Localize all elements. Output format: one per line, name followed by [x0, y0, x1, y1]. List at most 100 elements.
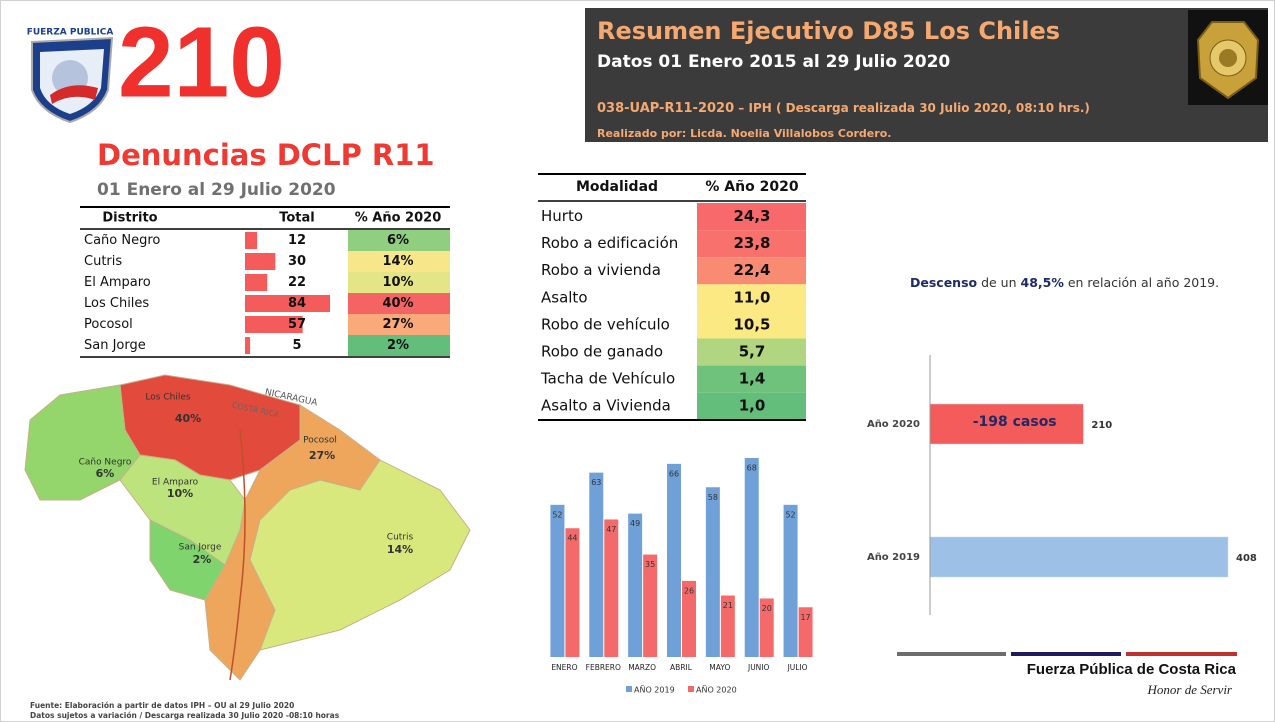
bar-value-label: 17 [800, 613, 810, 622]
slide: FUERZA PUBLICA 210 Denuncias DCLP R11 01… [0, 0, 1275, 722]
x-tick-label: MARZO [628, 663, 656, 672]
modality-name: Robo de ganado [541, 343, 663, 361]
district-share: 14% [382, 254, 413, 269]
map-region-share: 40% [175, 412, 201, 425]
modality-share: 1,4 [739, 370, 766, 388]
x-tick-label: JULIO [787, 663, 808, 672]
header-subtitle: Datos 01 Enero 2015 al 29 Julio 2020 [597, 52, 950, 72]
badge [1188, 10, 1268, 105]
bar [550, 505, 564, 657]
legend-label: AÑO 2019 [634, 685, 675, 695]
code: 038-UAP-R11-2020 [597, 101, 734, 116]
district-name: El Amparo [84, 275, 151, 290]
header-author: Realizado por: Licda. Noelia Villalobos … [597, 127, 891, 140]
table-header: Modalidad [576, 179, 658, 195]
header-title: Resumen Ejecutivo D85 Los Chiles [597, 17, 1060, 45]
bar-value-label: 58 [708, 493, 718, 502]
bar-annotation: -198 casos [973, 414, 1057, 430]
map-region-share: 14% [387, 543, 413, 556]
bar-value-label: 68 [747, 464, 757, 473]
x-tick-label: JUNIO [747, 663, 770, 672]
download: – IPH ( Descarga realizada 30 Julio 2020… [734, 101, 1090, 115]
district-total: 30 [288, 254, 306, 269]
logo-text: FUERZA PUBLICA [27, 28, 114, 38]
district-share: 10% [382, 275, 413, 290]
header-code: 038-UAP-R11-2020 – IPH ( Descarga realiz… [597, 101, 1090, 116]
table-header: Total [279, 211, 315, 226]
bar [667, 464, 681, 657]
map-region-name: El Amparo [152, 478, 199, 488]
bar-value-label: 52 [552, 510, 562, 519]
legend-label: AÑO 2020 [696, 685, 737, 695]
period: 01 Enero al 29 Julio 2020 [97, 180, 336, 200]
map-region-name: Cutris [387, 533, 414, 543]
modality-name: Robo de vehículo [541, 315, 670, 333]
bar [784, 505, 798, 657]
modality-share: 10,5 [733, 315, 770, 333]
bar [604, 519, 618, 657]
total-bar [245, 337, 250, 354]
bar-value-label: 66 [669, 469, 679, 478]
district-share: 27% [382, 317, 413, 332]
y-tick-label: Año 2020 [867, 419, 920, 430]
map-region-share: 27% [309, 449, 335, 462]
map-region-name: San Jorge [179, 543, 222, 553]
subtitle: Denuncias DCLP R11 [97, 138, 435, 172]
annotation: Descenso de un 48,5% en relación al año … [910, 275, 1219, 290]
x-tick-label: FEBRERO [586, 663, 621, 672]
page: Resumen Ejecutivo D85 Los Chiles { "logo… [0, 0, 1275, 722]
district-share: 6% [387, 233, 409, 248]
bar [643, 555, 657, 657]
bar [589, 473, 603, 657]
district-share: 2% [387, 338, 409, 353]
footer-motto: Honor de Servir [1147, 682, 1233, 697]
footer-note: Datos sujetos a variación / Descarga rea… [30, 711, 340, 720]
modality-name: Asalto a Vivienda [541, 397, 671, 415]
footer-source: Fuente: Elaboración a partir de datos IP… [30, 701, 294, 710]
map-region-share: 2% [193, 553, 212, 566]
modality-share: 1,0 [739, 397, 766, 415]
bar [565, 528, 579, 657]
x-tick-label: ABRIL [670, 663, 693, 672]
bar [628, 514, 642, 657]
district-name: San Jorge [84, 338, 146, 353]
bar [745, 458, 759, 657]
table-header: % Año 2020 [705, 179, 798, 195]
annotation-lead: Descenso [910, 275, 978, 290]
bar-value-label: 35 [645, 560, 655, 569]
y-tick-label: Año 2019 [867, 552, 920, 563]
modality-name: Robo a vivienda [541, 261, 661, 279]
table-header: % Año 2020 [355, 211, 442, 226]
bar [706, 487, 720, 657]
legend-swatch [626, 686, 632, 692]
modality-name: Hurto [541, 207, 583, 225]
district-name: Pocosol [84, 317, 133, 332]
bar-value-label: 63 [591, 478, 601, 487]
bar-value-label: 408 [1236, 553, 1257, 564]
district-total: 57 [288, 317, 306, 332]
district-name: Caño Negro [84, 233, 160, 248]
district-name: Cutris [84, 254, 122, 269]
district-total: 5 [292, 338, 301, 353]
modality-name: Tacha de Vehículo [540, 370, 675, 388]
page-body: FUERZA PUBLICA 210 Denuncias DCLP R11 01… [0, 0, 1275, 722]
modality-name: Robo a edificación [541, 234, 678, 252]
total-bar [245, 232, 257, 249]
annotation-tail: en relación al año 2019. [1064, 275, 1219, 290]
district-total: 84 [288, 296, 306, 311]
modality-share: 5,7 [739, 343, 766, 361]
bar-value-label: 21 [723, 601, 733, 610]
bar-value-label: 20 [762, 604, 772, 613]
bar [930, 537, 1228, 577]
modality-share: 24,3 [733, 207, 770, 225]
bar-value-label: 26 [684, 586, 694, 595]
annotation-middle: de un [977, 275, 1020, 290]
map-region-name: Pocosol [303, 436, 337, 446]
bar-value-label: 44 [567, 534, 577, 543]
modality-name: Asalto [541, 288, 588, 306]
modality-share: 23,8 [733, 234, 770, 252]
map-region-share: 6% [96, 467, 115, 480]
x-tick-label: ENERO [551, 663, 577, 672]
annotation-highlight: 48,5% [1021, 275, 1065, 290]
total-bar [245, 274, 267, 291]
